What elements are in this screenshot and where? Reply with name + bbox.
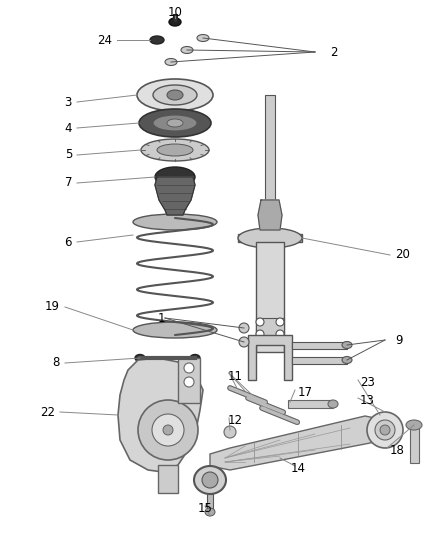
Ellipse shape [133,322,217,338]
Ellipse shape [137,79,213,111]
Text: 14: 14 [290,462,305,474]
Ellipse shape [169,18,181,26]
Ellipse shape [375,420,395,440]
Text: 17: 17 [298,385,313,399]
Ellipse shape [133,214,217,230]
Polygon shape [258,200,282,230]
Text: 22: 22 [40,406,55,418]
Text: 4: 4 [64,122,72,134]
Ellipse shape [202,472,218,488]
Ellipse shape [238,228,302,248]
Bar [173,14,177,22]
Ellipse shape [406,420,422,430]
Ellipse shape [367,412,403,448]
Bar [178,358,200,403]
Ellipse shape [135,354,145,361]
Bar [256,242,284,352]
Ellipse shape [167,90,183,100]
Text: 5: 5 [65,149,72,161]
Bar [238,234,302,242]
Ellipse shape [224,426,236,438]
Polygon shape [248,335,292,380]
Ellipse shape [194,466,226,494]
Ellipse shape [342,357,352,364]
Ellipse shape [239,323,249,333]
Text: 9: 9 [395,334,403,346]
Ellipse shape [141,139,209,161]
Text: 11: 11 [228,369,243,383]
Ellipse shape [139,109,211,137]
Polygon shape [155,177,195,215]
Text: 1: 1 [158,311,165,325]
Bar [288,400,333,408]
Ellipse shape [197,35,209,42]
Ellipse shape [256,318,264,326]
Ellipse shape [239,337,249,347]
Ellipse shape [167,119,183,127]
Text: 12: 12 [228,414,243,426]
Ellipse shape [165,59,177,66]
Text: 3: 3 [65,95,72,109]
Ellipse shape [153,85,197,105]
Bar [265,95,275,200]
Text: 15: 15 [198,502,212,514]
Text: 10: 10 [168,5,183,19]
Text: 6: 6 [64,236,72,248]
Bar [158,465,178,493]
Ellipse shape [380,425,390,435]
Ellipse shape [184,363,194,373]
Text: 18: 18 [390,443,405,456]
Ellipse shape [205,508,215,516]
Polygon shape [210,416,385,470]
Ellipse shape [155,167,195,187]
Bar [410,425,419,463]
Ellipse shape [256,330,264,338]
Ellipse shape [328,400,338,408]
Ellipse shape [181,46,193,53]
Bar [207,494,213,512]
Ellipse shape [190,354,200,361]
Text: 23: 23 [360,376,375,389]
Ellipse shape [163,425,173,435]
Text: 24: 24 [97,34,112,46]
Bar [256,318,284,336]
Ellipse shape [150,36,164,44]
Text: 2: 2 [330,45,338,59]
Ellipse shape [342,342,352,349]
Ellipse shape [138,400,198,460]
Text: 20: 20 [395,248,410,262]
Ellipse shape [276,318,284,326]
Text: 7: 7 [64,176,72,190]
Ellipse shape [152,414,184,446]
Ellipse shape [276,330,284,338]
Ellipse shape [153,115,197,131]
Ellipse shape [184,377,194,387]
Text: 13: 13 [360,393,375,407]
Text: 8: 8 [53,357,60,369]
Bar [292,342,347,349]
Polygon shape [118,358,203,472]
Text: 19: 19 [45,301,60,313]
Ellipse shape [157,144,193,156]
Bar [292,357,347,364]
